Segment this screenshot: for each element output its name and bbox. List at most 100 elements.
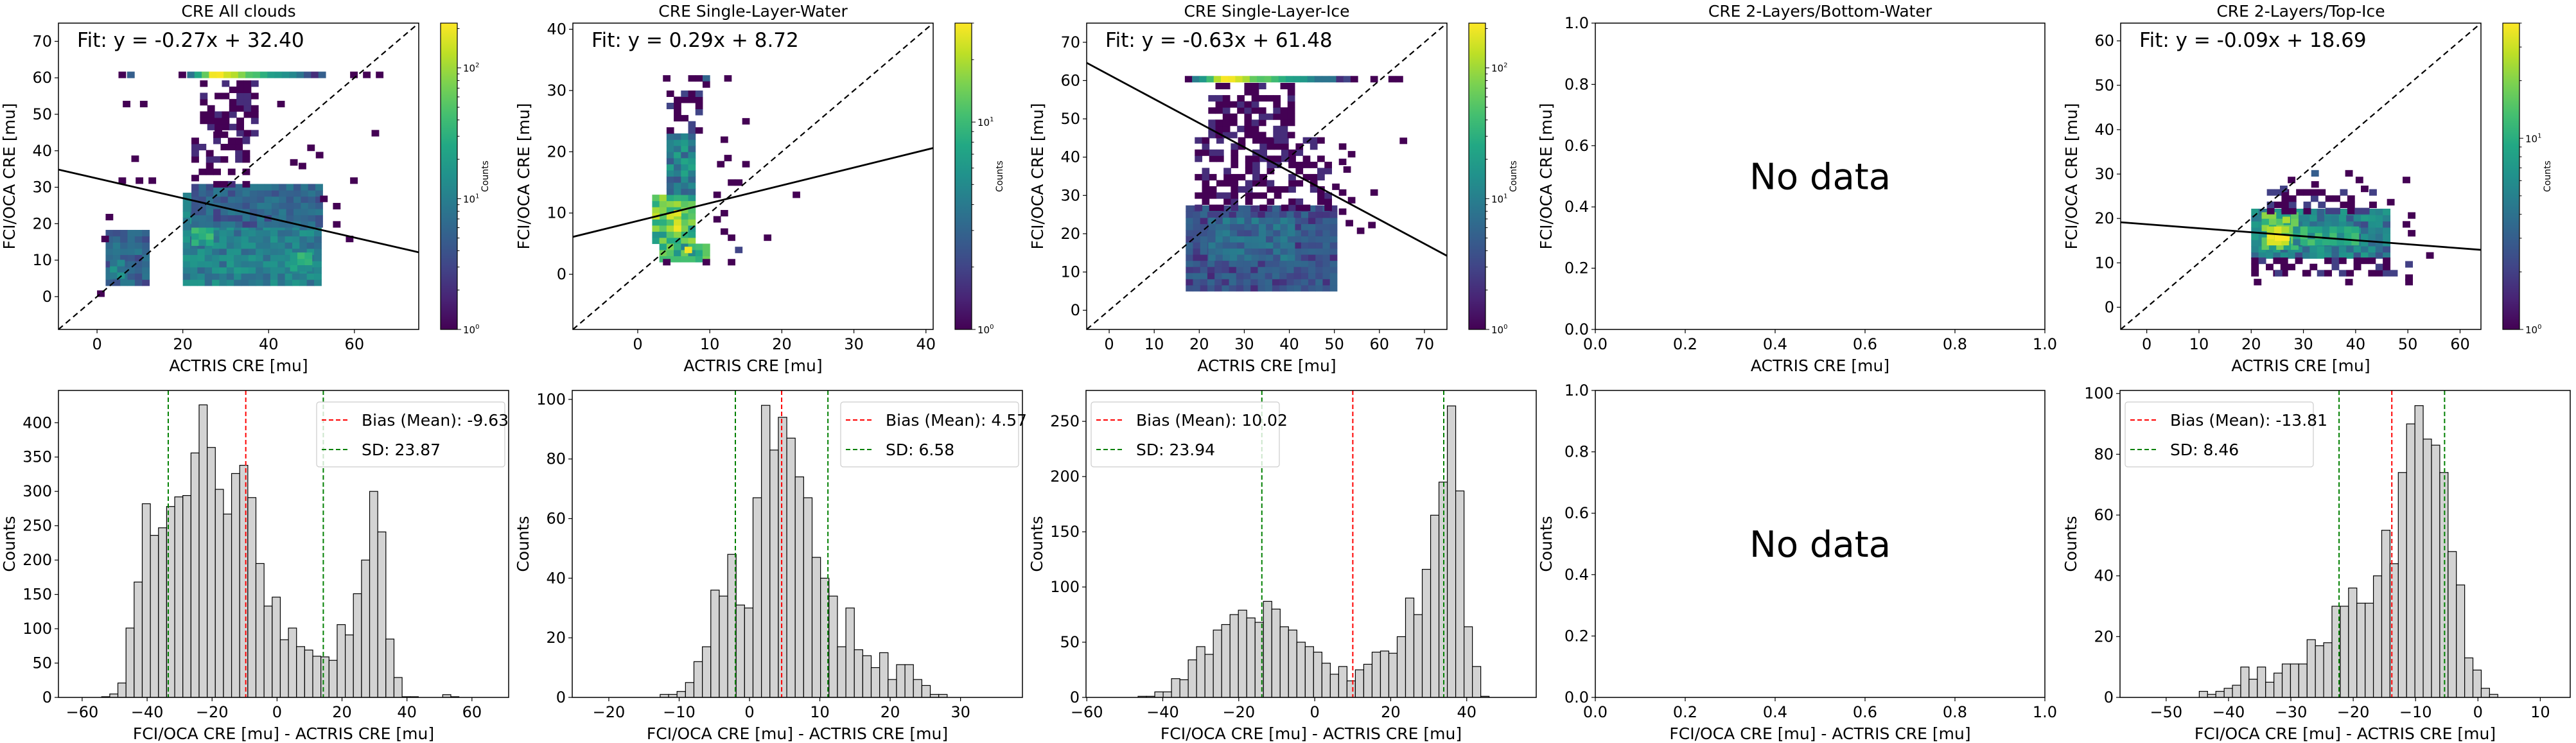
heatmap-bin	[376, 71, 384, 78]
heatmap-bin	[236, 105, 245, 112]
histogram-bar	[1413, 614, 1423, 697]
heatmap-bin	[2325, 207, 2333, 214]
histogram-bar	[702, 646, 712, 697]
heatmap-bin	[2303, 201, 2311, 209]
heatmap-bin	[2288, 177, 2296, 184]
histogram-bar	[361, 559, 371, 697]
histogram-bar	[2464, 657, 2474, 697]
x-tick-label: 0	[1310, 703, 1319, 721]
heatmap-bin	[2375, 233, 2383, 240]
heatmap-bin	[306, 273, 315, 280]
heatmap-bin	[1215, 132, 1223, 139]
heatmap-bin	[1220, 76, 1229, 83]
x-tick-label: 40	[1457, 703, 1476, 721]
heatmap-bin	[297, 265, 305, 272]
heatmap-bin	[1244, 107, 1252, 114]
legend-mean-label: Bias (Mean): 4.57	[886, 411, 1027, 430]
panel-title: CRE All clouds	[181, 2, 295, 21]
heatmap-bin	[2353, 214, 2361, 222]
heatmap-bin	[219, 261, 227, 268]
histogram-bar	[2223, 688, 2233, 697]
heatmap-bin	[1324, 204, 1332, 211]
heatmap-bin	[1322, 272, 1331, 279]
heatmap-bin	[1193, 279, 1201, 286]
heatmap-bin	[206, 168, 214, 175]
heatmap-bin	[1214, 284, 1222, 292]
heatmap-bin	[1308, 284, 1316, 292]
heatmap-bin	[2251, 252, 2259, 259]
histogram-bar	[2456, 584, 2466, 697]
x-tick-label: 40	[259, 335, 279, 353]
histogram-bar	[888, 679, 897, 697]
y-axis-label: Counts	[0, 516, 19, 572]
heatmap-bin	[1308, 248, 1316, 255]
heatmap-bin	[1287, 83, 1295, 90]
heatmap-bin	[220, 209, 229, 216]
heatmap-bin	[1288, 204, 1296, 211]
heatmap-bin	[1193, 284, 1201, 292]
heatmap-bin	[1243, 260, 1251, 267]
heatmap-bin	[306, 242, 315, 249]
heatmap-bin	[2346, 252, 2354, 259]
heatmap-bin	[1293, 284, 1302, 292]
heatmap-bin	[688, 195, 696, 202]
heatmap-bin	[1202, 137, 1210, 144]
y-tick-label: 60	[546, 510, 566, 528]
histogram-bar	[2248, 679, 2258, 697]
heatmap-bin	[721, 136, 728, 143]
histogram-bar	[353, 593, 362, 697]
heatmap-bin	[688, 182, 696, 189]
heatmap-bin	[142, 242, 150, 249]
heatmap-bin	[1273, 95, 1281, 102]
heatmap-bin	[1208, 132, 1216, 139]
heatmap-bin	[243, 86, 252, 93]
heatmap-bin	[659, 195, 667, 202]
heatmap-bin	[2251, 208, 2259, 216]
heatmap-bin	[234, 229, 242, 237]
heatmap-bin	[191, 150, 199, 157]
heatmap-bin	[2368, 252, 2376, 259]
heatmap-bin	[2351, 232, 2360, 240]
heatmap-bin	[242, 214, 250, 222]
x-axis-label: FCI/OCA CRE [mu] - ACTRIS CRE [mu]	[647, 724, 948, 743]
heatmap-bin	[215, 92, 222, 100]
heatmap-bin	[2361, 252, 2369, 259]
heatmap-bin	[1338, 189, 1347, 196]
heatmap-bin	[301, 202, 309, 209]
heatmap-bin	[674, 249, 681, 257]
heatmap-bin	[297, 252, 305, 259]
heatmap-bin	[1324, 198, 1332, 205]
heatmap-bin	[1229, 229, 1238, 237]
heatmap-bin	[2315, 232, 2323, 240]
heatmap-bin	[2331, 252, 2340, 259]
heatmap-bin	[1215, 119, 1223, 127]
heatmap-bin	[2340, 189, 2348, 196]
y-tick-label: 30	[2094, 165, 2114, 183]
heatmap-bin	[308, 209, 316, 216]
heatmap-bin	[681, 219, 689, 226]
heatmap-bin	[1200, 223, 1208, 231]
heatmap-bin	[2266, 189, 2275, 196]
x-tick-label: 0	[1104, 335, 1114, 353]
heatmap-bin	[127, 279, 136, 286]
heatmap-bin	[101, 236, 109, 243]
x-tick-label: −40	[1146, 703, 1179, 721]
heatmap-bin	[1216, 149, 1224, 156]
heatmap-bin	[1207, 211, 1215, 218]
x-tick-label: 0.6	[1853, 703, 1877, 721]
colorbar-label: Counts	[1509, 161, 1519, 192]
heatmap-bin	[2317, 246, 2325, 253]
colorbar-tick-exponent: 1	[1503, 193, 1507, 200]
heatmap-bin	[1237, 95, 1245, 102]
histogram-bar	[1464, 626, 1473, 697]
heatmap-bin	[234, 236, 242, 243]
heatmap-bin	[1245, 161, 1253, 168]
heatmap-bin	[191, 221, 199, 228]
heatmap-bin	[1229, 267, 1237, 274]
heatmap-bin	[190, 261, 198, 268]
fit-line	[1087, 62, 1447, 257]
y-tick-label: 10	[2094, 254, 2114, 272]
heatmap-bin	[1280, 107, 1288, 114]
axes-frame	[2120, 22, 2482, 330]
